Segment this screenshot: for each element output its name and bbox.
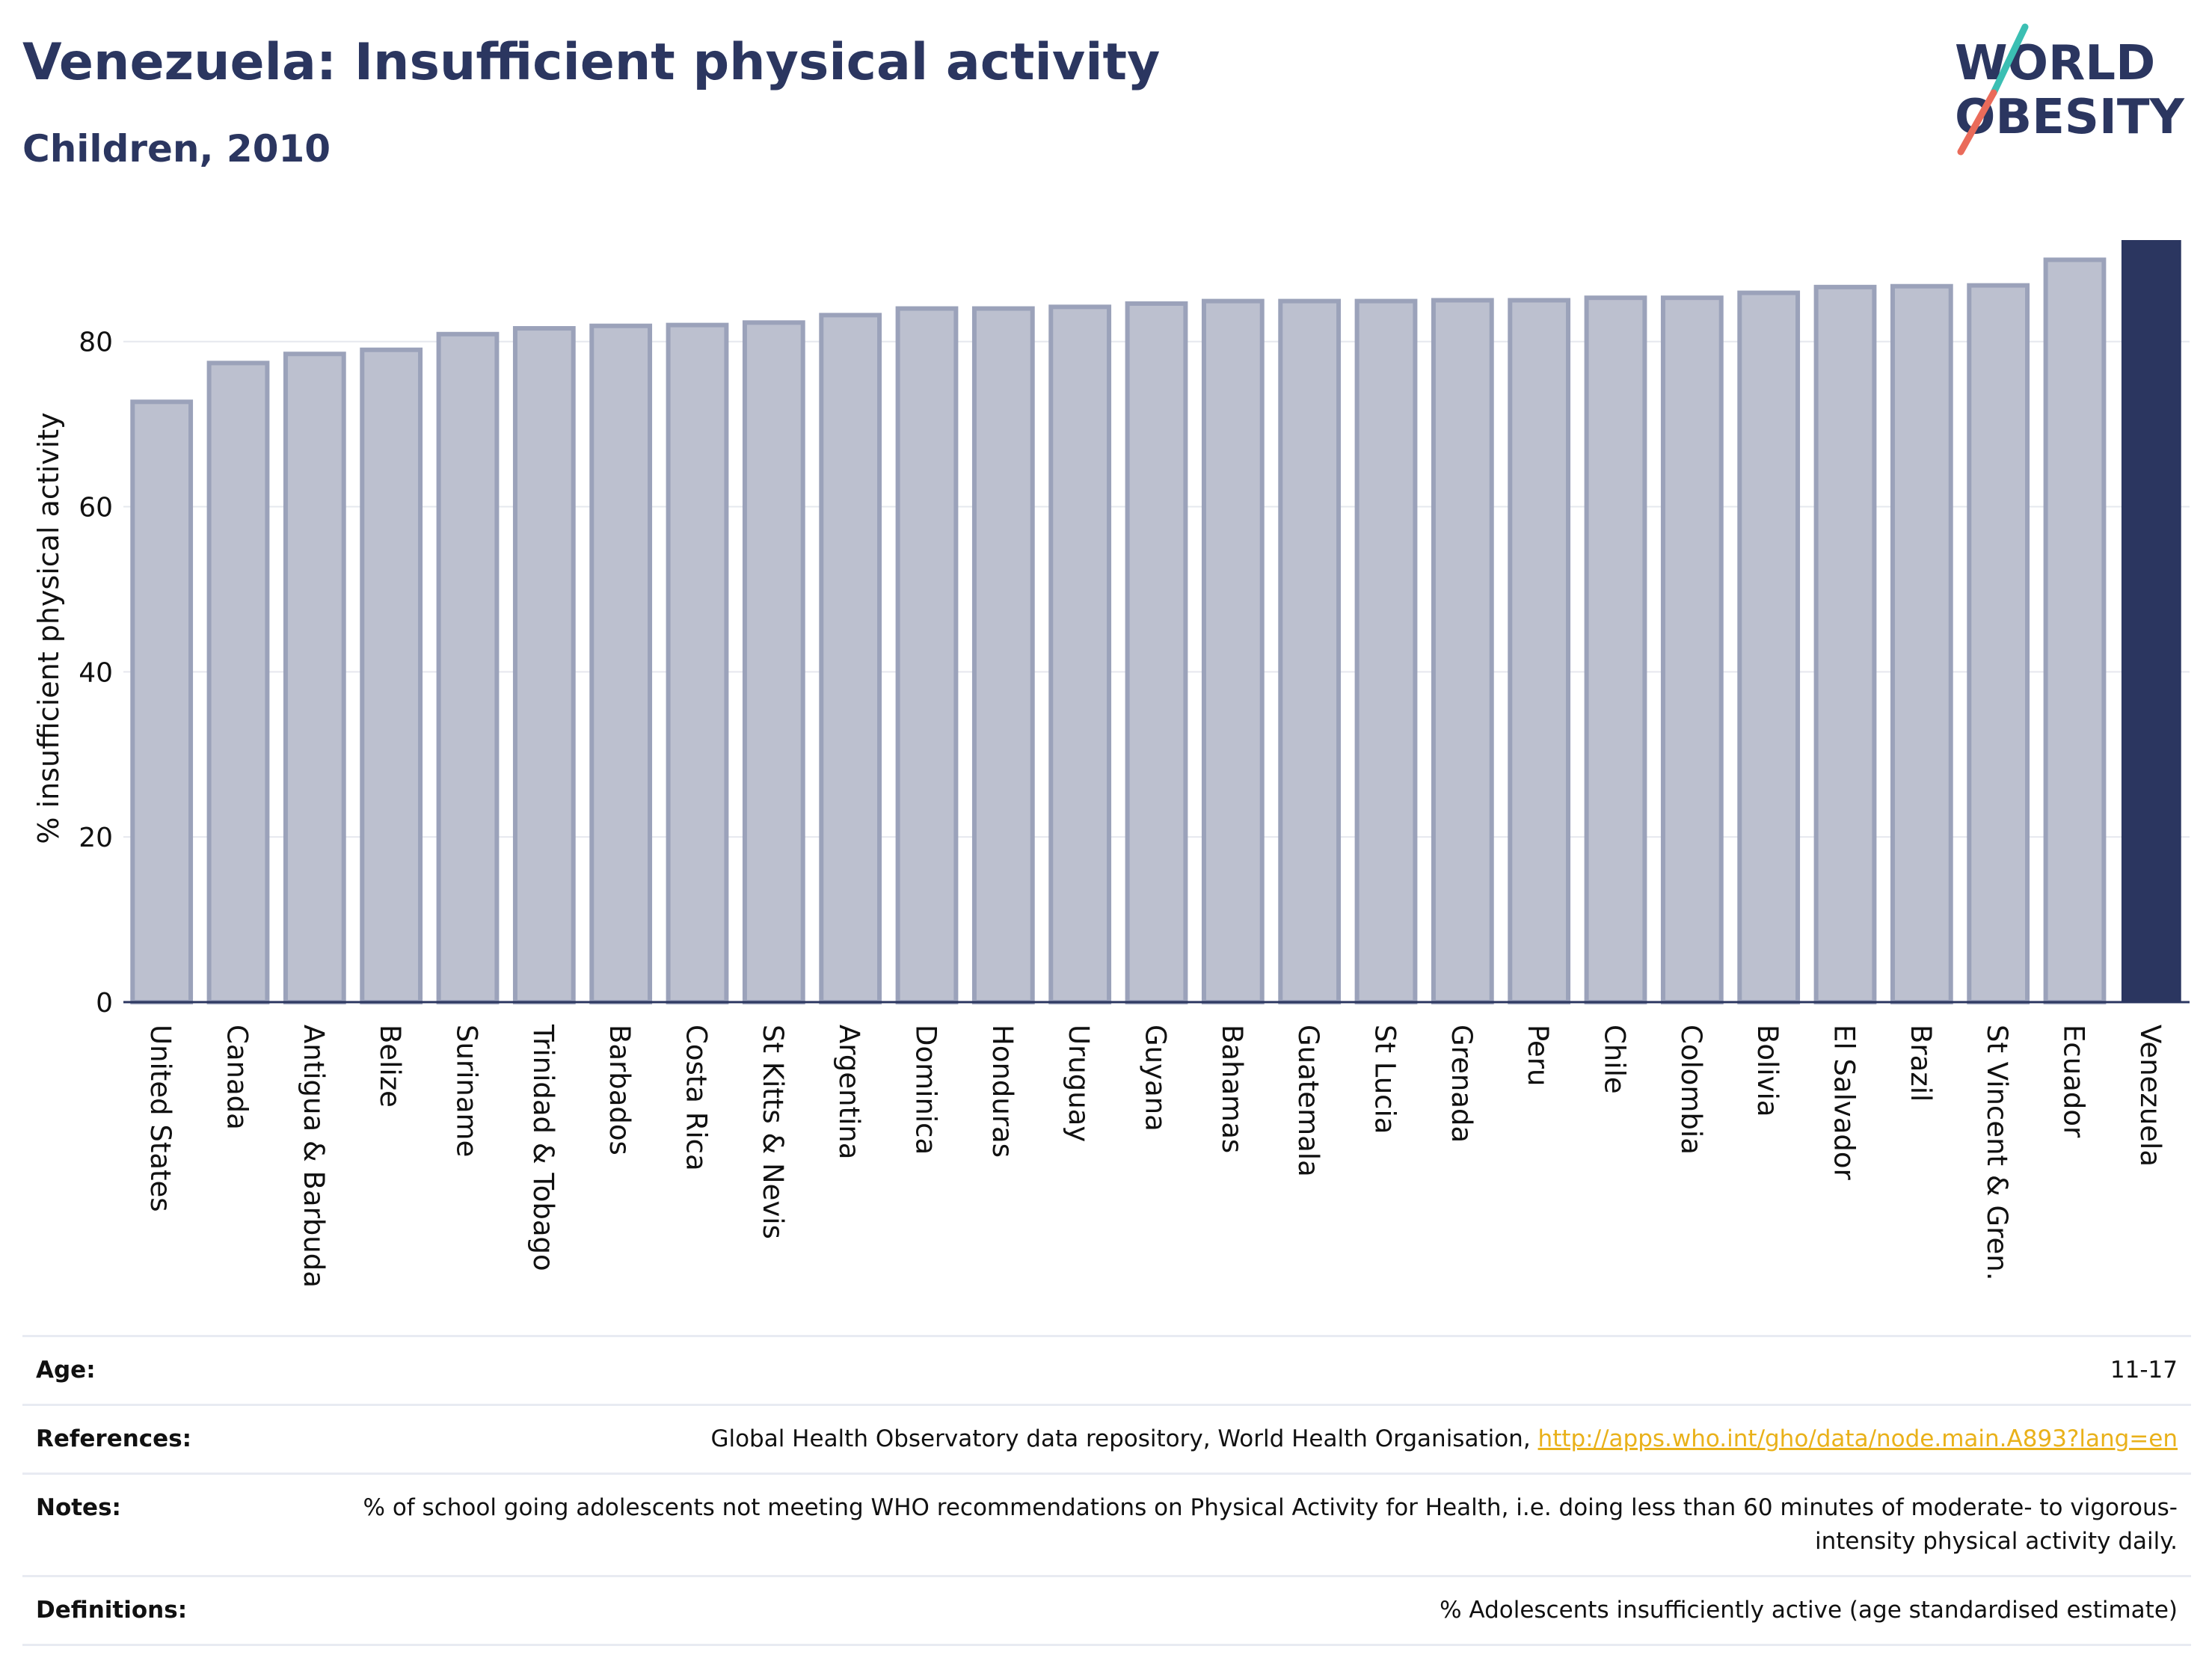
bar-guatemala xyxy=(1278,298,1342,1004)
x-tick-label: Trinidad & Tobago xyxy=(527,1024,559,1271)
world-obesity-logo: WORLD OBESITY xyxy=(1955,23,2184,156)
x-tick-label: Ecuador xyxy=(2058,1025,2090,1138)
bar-peru xyxy=(1508,298,1571,1004)
logo-slash-top xyxy=(1990,23,2029,96)
x-tick-label: St Lucia xyxy=(1369,1025,1401,1134)
info-row-references: References: Global Health Observatory da… xyxy=(22,1403,2191,1475)
notes-value: % of school going adolescents not meetin… xyxy=(319,1472,2191,1577)
info-table: Age: 11-17 References: Global Health Obs… xyxy=(22,1335,2191,1646)
y-tick-label: 60 xyxy=(79,493,113,523)
x-tick-label: El Salvador xyxy=(1828,1025,1861,1181)
references-link[interactable]: http://apps.who.int/gho/data/node.main.A… xyxy=(1537,1425,2178,1452)
x-tick-label: Barbados xyxy=(603,1025,636,1155)
x-tick-label: Bahamas xyxy=(1216,1025,1248,1153)
definitions-value: % Adolescents insufficiently active (age… xyxy=(319,1574,2191,1646)
age-value: 11-17 xyxy=(319,1335,2191,1406)
x-tick-label: Grenada xyxy=(1446,1025,1478,1143)
definitions-label: Definitions: xyxy=(22,1574,319,1646)
info-row-definitions: Definitions: % Adolescents insufficientl… xyxy=(22,1574,2191,1646)
x-tick-labels: United States Canada Antigua & Barbuda Beli… xyxy=(144,1024,2166,1288)
x-tick-label: Suriname xyxy=(451,1025,483,1157)
x-tick-label: St Vincent & Gren. xyxy=(1981,1025,2013,1280)
bar-trinidad-tobago xyxy=(512,326,576,1004)
info-row-notes: Notes: % of school going adolescents not… xyxy=(22,1472,2191,1577)
bar-costa-rica xyxy=(666,322,729,1005)
x-tick-label: United States xyxy=(144,1025,176,1212)
bar-ecuador xyxy=(2043,257,2107,1005)
bar-st-lucia xyxy=(1354,298,1418,1004)
x-tick-label: Honduras xyxy=(986,1025,1019,1158)
x-tick-label: Guyana xyxy=(1140,1025,1172,1132)
bar-argentina xyxy=(819,313,882,1005)
bar-chart: 0 20 40 60 80 United States Canada Antigua & B… xyxy=(32,240,2190,1288)
x-tick-label: Uruguay xyxy=(1063,1025,1095,1142)
notes-label: Notes: xyxy=(22,1472,319,1577)
bar-dominica xyxy=(895,306,959,1004)
bar-el-salvador xyxy=(1813,284,1877,1004)
references-text: Global Health Observatory data repositor… xyxy=(710,1425,1538,1452)
bar-united-states xyxy=(130,399,194,1004)
x-tick-label: Chile xyxy=(1599,1025,1631,1094)
x-tick-label: Colombia xyxy=(1675,1025,1707,1155)
bar-suriname xyxy=(436,331,500,1004)
chart-title: Venezuela: Insufficient physical activit… xyxy=(22,33,1161,92)
bar-bolivia xyxy=(1737,290,1801,1005)
bars xyxy=(130,240,2181,1005)
x-tick-label: Guatemala xyxy=(1292,1025,1324,1177)
x-tick-label: St Kitts & Nevis xyxy=(757,1025,789,1239)
bar-st-vincent-gren xyxy=(1967,283,2030,1004)
bar-honduras xyxy=(971,306,1035,1004)
bar-chile xyxy=(1584,295,1647,1004)
bar-guyana xyxy=(1125,301,1188,1005)
y-tick-label: 20 xyxy=(79,823,113,853)
y-tick-label: 0 xyxy=(96,988,113,1019)
references-label: References: xyxy=(22,1403,319,1475)
x-tick-label: Bolivia xyxy=(1751,1025,1784,1117)
bar-antigua-barbuda xyxy=(283,351,346,1004)
x-tick-label: Costa Rica xyxy=(681,1025,713,1171)
bar-venezuela xyxy=(2121,240,2181,1003)
x-tick-label: Canada xyxy=(221,1025,254,1130)
x-tick-label: Belize xyxy=(374,1025,406,1108)
x-tick-label: Dominica xyxy=(910,1025,942,1155)
logo-slash-bottom xyxy=(1957,89,1997,156)
y-tick-label: 80 xyxy=(79,328,113,358)
chart-subtitle: Children, 2010 xyxy=(22,127,331,171)
x-tick-label: Antigua & Barbuda xyxy=(298,1025,330,1288)
x-tick-label: Brazil xyxy=(1905,1025,1937,1102)
axes: 0 20 40 60 80 xyxy=(79,328,2190,1019)
bar-brazil xyxy=(1890,283,1953,1004)
bar-canada xyxy=(206,360,270,1004)
references-value: Global Health Observatory data repositor… xyxy=(319,1403,2191,1475)
age-label: Age: xyxy=(22,1335,319,1406)
bar-st-kitts-nevis xyxy=(742,320,805,1004)
info-row-age: Age: 11-17 xyxy=(22,1335,2191,1406)
bar-bahamas xyxy=(1201,298,1265,1004)
x-tick-label: Venezuela xyxy=(2134,1025,2166,1167)
bar-uruguay xyxy=(1048,304,1112,1004)
bar-belize xyxy=(360,347,423,1005)
x-tick-label: Peru xyxy=(1522,1025,1554,1086)
bar-grenada xyxy=(1431,298,1494,1004)
bar-barbados xyxy=(589,323,653,1005)
logo-line1: WORLD xyxy=(1955,36,2155,91)
y-axis-label: % insufficient physical activity xyxy=(32,412,65,844)
x-tick-label: Argentina xyxy=(833,1025,865,1159)
bar-colombia xyxy=(1660,295,1724,1004)
y-tick-label: 40 xyxy=(79,657,113,688)
